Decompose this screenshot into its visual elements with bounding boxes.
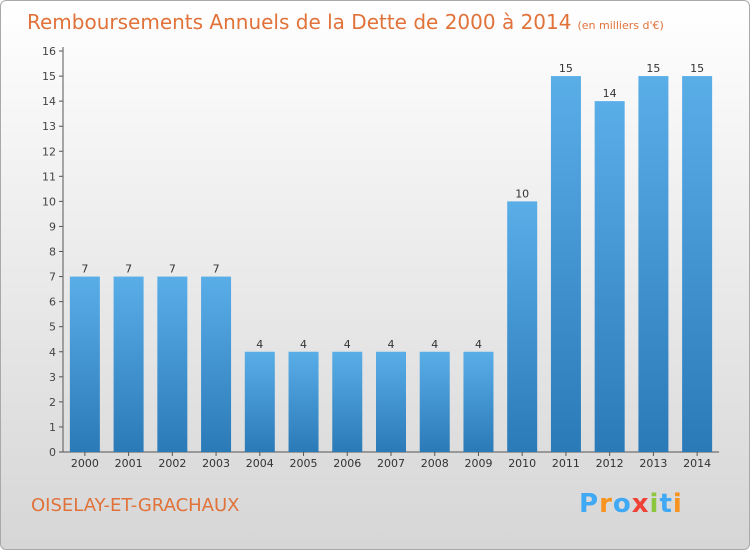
y-tick-label: 16	[42, 45, 56, 58]
logo-letter: r	[599, 489, 613, 519]
y-tick-label: 11	[42, 170, 56, 183]
y-tick-label: 2	[49, 396, 56, 409]
x-tick-label: 2001	[115, 457, 143, 470]
bar	[288, 351, 319, 452]
logo-letter: o	[612, 489, 632, 519]
data-label: 7	[213, 263, 220, 276]
y-tick-label: 10	[42, 195, 56, 208]
data-label: 4	[344, 338, 351, 351]
x-tick-label: 2005	[290, 457, 318, 470]
chart-subtitle: (en milliers d'€)	[577, 19, 664, 32]
bar	[594, 101, 625, 452]
data-label: 4	[388, 338, 395, 351]
data-label: 10	[515, 187, 529, 200]
data-label: 15	[690, 62, 704, 75]
y-tick-label: 6	[49, 296, 56, 309]
y-tick-label: 8	[49, 246, 56, 259]
bar	[419, 351, 450, 452]
data-label: 4	[431, 338, 438, 351]
x-tick-label: 2004	[246, 457, 274, 470]
data-label: 15	[559, 62, 573, 75]
logo-letter: P	[579, 489, 600, 519]
y-tick-label: 13	[42, 120, 56, 133]
y-tick-label: 12	[42, 145, 56, 158]
bar	[332, 351, 363, 452]
bar	[638, 76, 669, 452]
y-tick-label: 14	[42, 95, 56, 108]
data-label: 4	[300, 338, 307, 351]
y-tick-label: 5	[49, 321, 56, 334]
bar	[201, 276, 232, 452]
x-tick-label: 2006	[333, 457, 361, 470]
y-tick-label: 4	[49, 346, 56, 359]
y-tick-label: 3	[49, 371, 56, 384]
data-label: 7	[125, 263, 132, 276]
data-label: 7	[81, 263, 88, 276]
y-tick-label: 9	[49, 220, 56, 233]
y-tick-label: 0	[49, 446, 56, 459]
bar	[550, 76, 581, 452]
data-label: 15	[646, 62, 660, 75]
x-tick-label: 2007	[377, 457, 405, 470]
bar	[507, 201, 538, 452]
bar	[463, 351, 494, 452]
x-tick-label: 2008	[421, 457, 449, 470]
chart-title: Remboursements Annuels de la Dette de 20…	[27, 10, 664, 34]
data-label: 4	[475, 338, 482, 351]
bar	[376, 351, 406, 452]
bar	[244, 351, 275, 452]
x-tick-label: 2013	[639, 457, 667, 470]
y-tick-label: 15	[42, 70, 56, 83]
y-tick-label: 1	[49, 421, 56, 434]
logo-letter: i	[672, 489, 683, 519]
x-tick-label: 2012	[596, 457, 624, 470]
data-label: 7	[169, 263, 176, 276]
x-tick-label: 2010	[508, 457, 536, 470]
chart-title-text: Remboursements Annuels de la Dette de 20…	[27, 10, 572, 34]
x-tick-label: 2002	[158, 457, 186, 470]
x-tick-label: 2003	[202, 457, 230, 470]
y-tick-label: 7	[49, 271, 56, 284]
bar	[157, 276, 188, 452]
data-label: 4	[256, 338, 263, 351]
proxiti-logo: Proxiti	[579, 489, 683, 519]
logo-letter: t	[659, 489, 673, 519]
x-tick-label: 2014	[683, 457, 711, 470]
data-label: 14	[603, 87, 617, 100]
bar	[682, 76, 713, 452]
bar	[69, 276, 100, 452]
logo-letter: x	[631, 489, 650, 519]
location-name: OISELAY-ET-GRACHAUX	[31, 495, 240, 516]
x-tick-label: 2009	[464, 457, 492, 470]
x-tick-label: 2000	[71, 457, 99, 470]
bar	[113, 276, 144, 452]
logo-letter: i	[649, 489, 660, 519]
x-tick-label: 2011	[552, 457, 580, 470]
